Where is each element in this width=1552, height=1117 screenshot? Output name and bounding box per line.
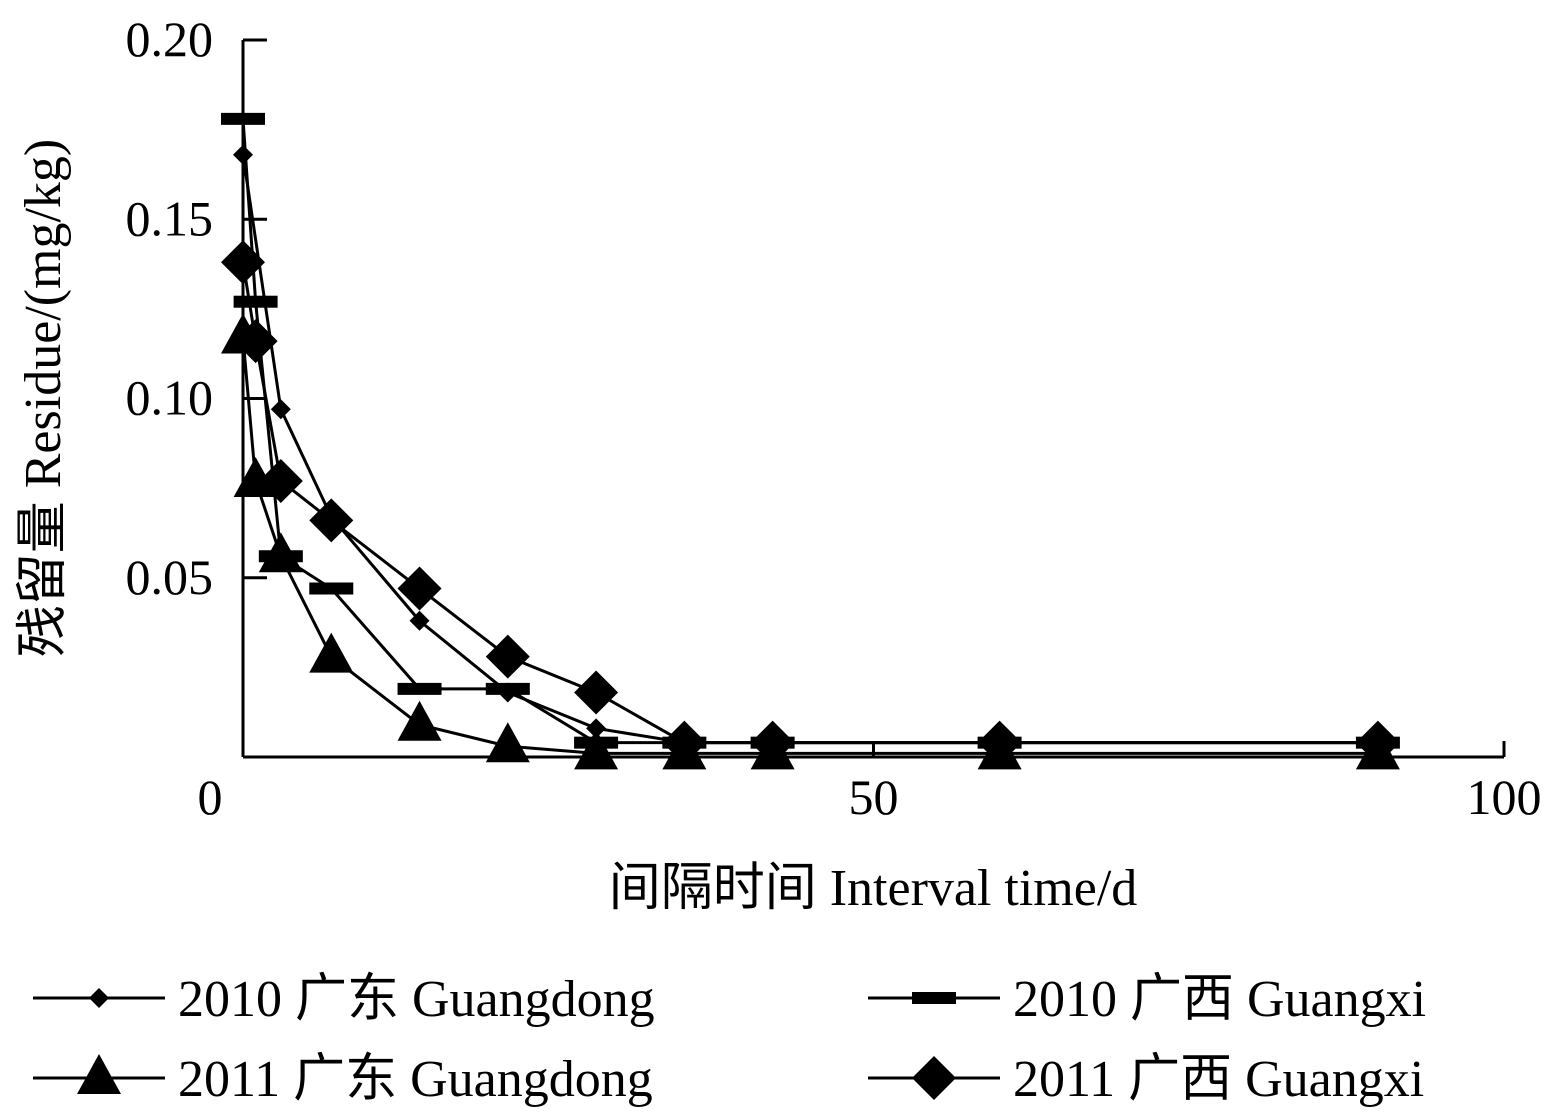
- data-point: [485, 682, 530, 695]
- x-tick-label: 0: [198, 769, 223, 825]
- x-tick-label: 100: [1467, 769, 1542, 825]
- data-point: [309, 632, 354, 673]
- data-point: [409, 610, 430, 631]
- legend-marker: [912, 992, 956, 1004]
- legend-label: 2011 广西 Guangxi: [1013, 1051, 1424, 1108]
- legend-label: 2010 广东 Guangdong: [178, 971, 655, 1028]
- data-point: [221, 112, 265, 125]
- series-2: [221, 112, 1400, 749]
- data-point: [1355, 720, 1400, 765]
- data-point: [233, 295, 278, 308]
- series-line: [241, 154, 1378, 745]
- data-point: [221, 240, 265, 285]
- data-point: [258, 458, 303, 503]
- legend: 2010 广东 Guangdong 2010 广西 Guangxi 2011 广东 …: [33, 971, 1426, 1108]
- series-line: [241, 262, 1378, 745]
- data-point: [574, 729, 619, 770]
- y-tick-label: 0.15: [126, 190, 214, 246]
- y-tick-label: 0.20: [126, 11, 214, 67]
- data-point: [574, 670, 619, 715]
- x-tick-label: 50: [849, 769, 899, 825]
- data-point: [662, 720, 707, 765]
- series-3: [221, 313, 1400, 770]
- series-layer: [221, 112, 1400, 770]
- data-point: [485, 722, 530, 763]
- ticks: 0 50 100 0.05 0.10 0.15 0.20: [126, 11, 1542, 825]
- y-axis-title: 残留量 Residue/(mg/kg): [15, 139, 72, 658]
- legend-item: 2010 广西 Guangxi: [868, 971, 1426, 1028]
- data-point: [750, 720, 795, 765]
- x-axis-title: 间隔时间 Interval time/d: [609, 860, 1138, 917]
- axes: [241, 40, 1504, 759]
- data-point: [258, 532, 303, 573]
- data-point: [309, 582, 354, 595]
- legend-marker: [89, 988, 109, 1008]
- legend-label: 2011 广东 Guangdong: [178, 1051, 653, 1108]
- legend-marker: [912, 1056, 956, 1100]
- data-point: [270, 399, 291, 420]
- y-tick-label: 0.10: [126, 370, 214, 426]
- legend-marker: [77, 1054, 121, 1094]
- legend-label: 2010 广西 Guangxi: [1013, 971, 1426, 1028]
- legend-item: 2011 广西 Guangxi: [868, 1051, 1424, 1108]
- data-point: [309, 498, 354, 543]
- data-point: [977, 720, 1022, 765]
- data-point: [397, 700, 442, 741]
- data-point: [485, 634, 530, 679]
- series-1: [233, 144, 1388, 753]
- data-point: [397, 682, 442, 695]
- data-point: [586, 718, 607, 739]
- data-point: [233, 144, 253, 165]
- legend-item: 2011 广东 Guangdong: [33, 1051, 653, 1108]
- legend-item: 2010 广东 Guangdong: [33, 971, 655, 1028]
- data-point: [233, 319, 278, 364]
- data-point: [397, 566, 442, 611]
- y-tick-label: 0.05: [126, 549, 214, 605]
- series-4: [221, 240, 1400, 765]
- series-line: [241, 118, 1378, 745]
